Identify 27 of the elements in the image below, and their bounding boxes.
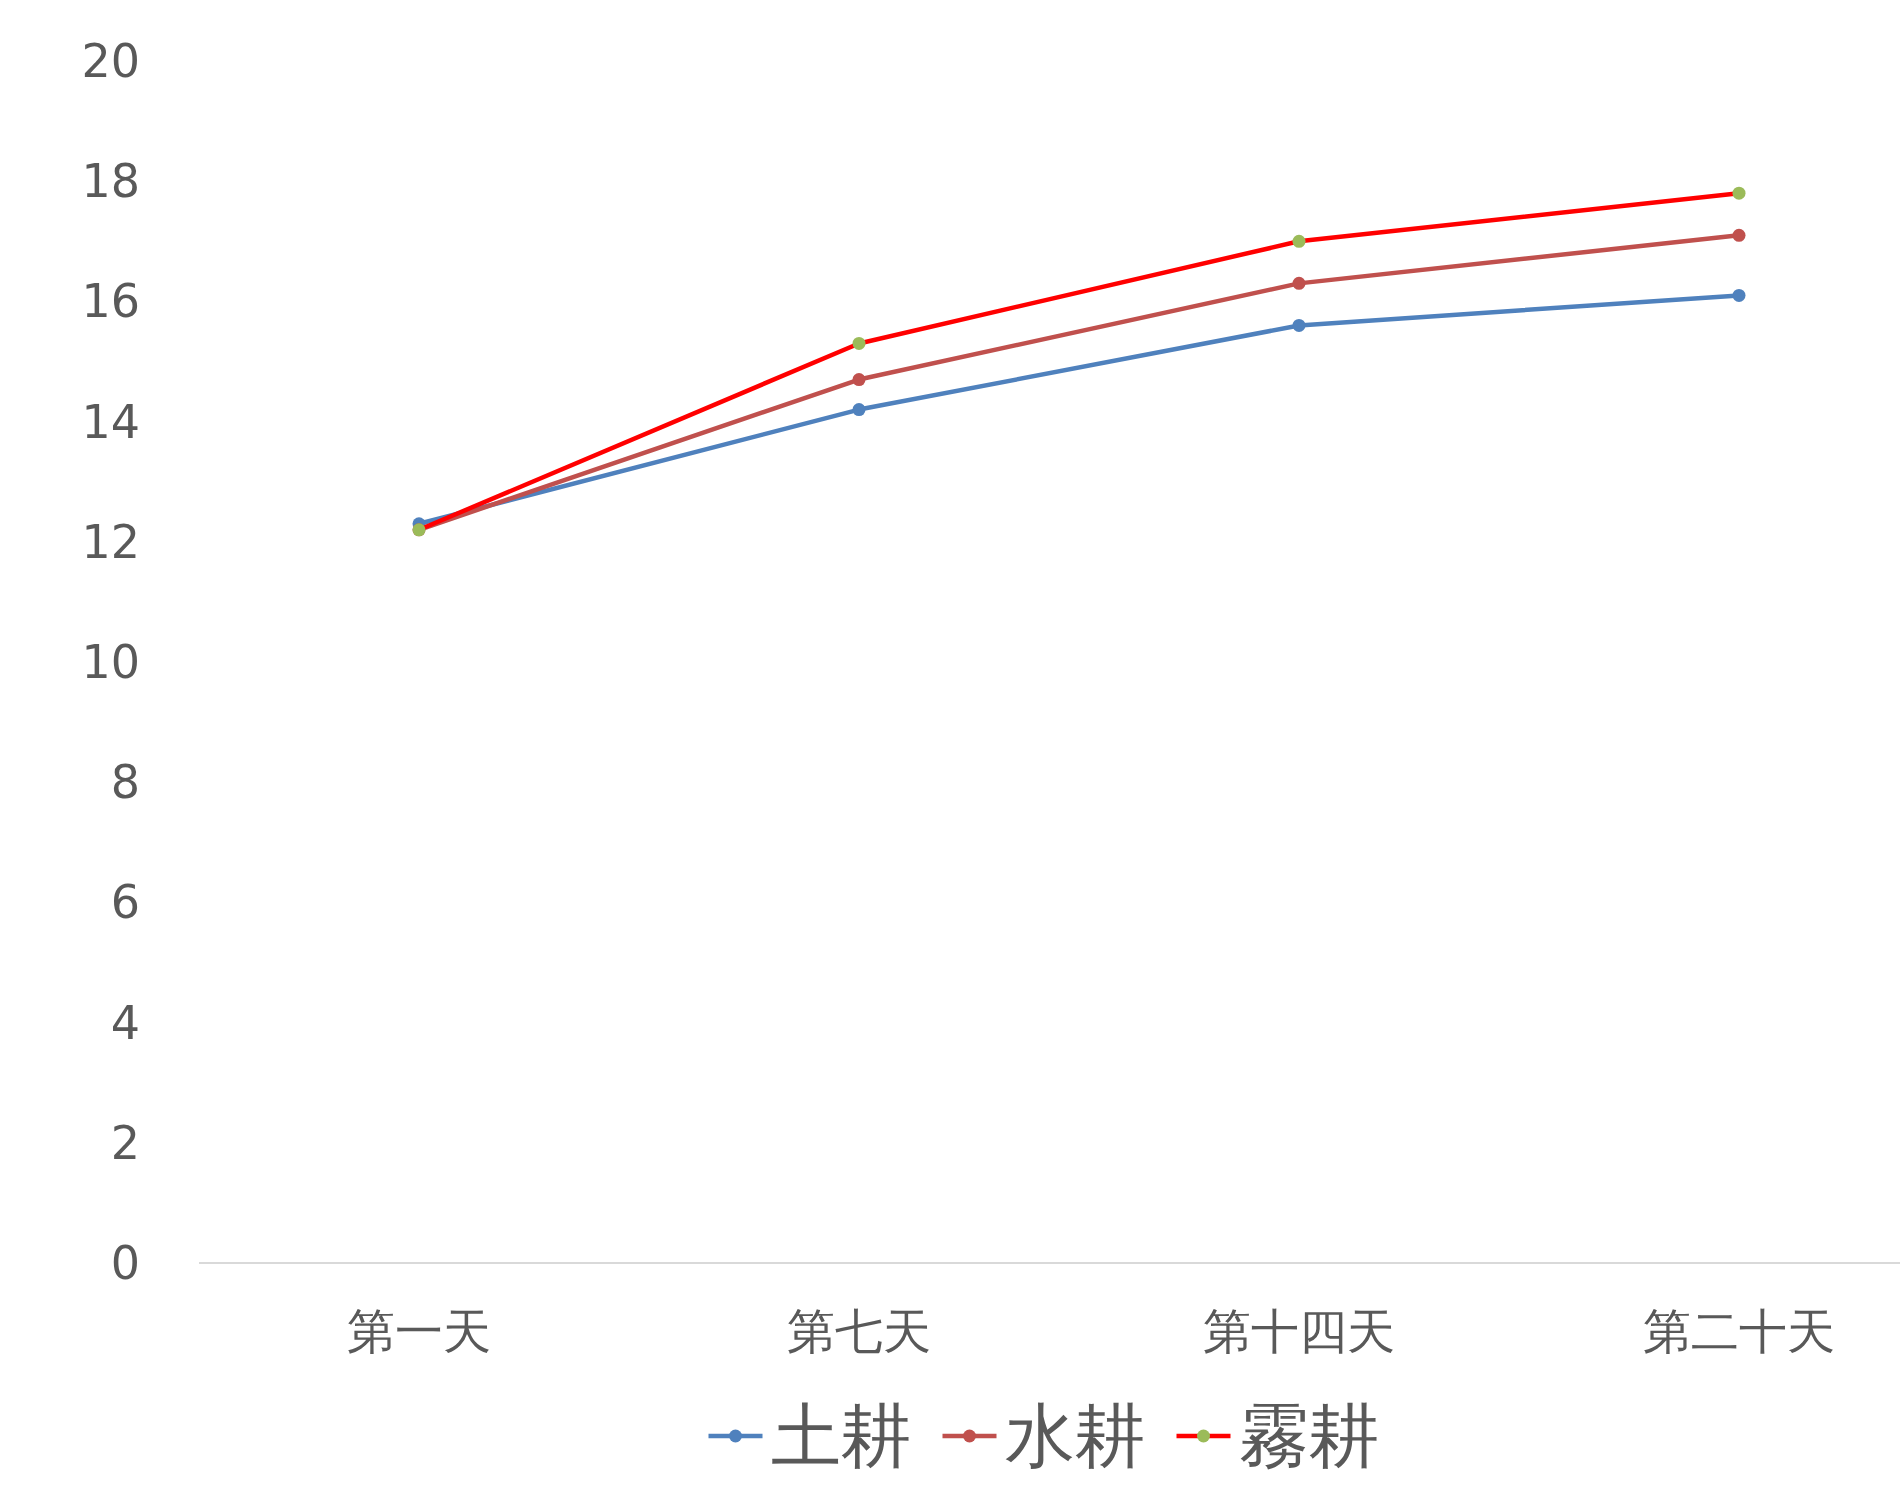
point (852, 336, 866, 350)
legend-label: 水耕 (1004, 1398, 1145, 1475)
x-tick-label: 第七天 (787, 1305, 931, 1358)
y-tick-label: 0 (110, 1236, 140, 1290)
point (1292, 276, 1306, 290)
point (1732, 288, 1746, 302)
y-tick-label: 12 (81, 514, 140, 569)
point (1292, 318, 1306, 332)
x-tick-label: 第一天 (347, 1305, 491, 1358)
point (1292, 234, 1306, 248)
y-tick-label: 8 (110, 755, 140, 810)
x-tick-label: 第十四天 (1203, 1305, 1395, 1358)
y-tick-label: 2 (110, 1115, 140, 1170)
point (852, 403, 866, 417)
y-tick-label: 6 (110, 875, 140, 930)
legend-label: 霧耕 (1238, 1398, 1379, 1475)
y-tick-label: 16 (81, 274, 140, 329)
point (852, 373, 866, 387)
y-tick-label: 14 (81, 394, 140, 449)
y-tick-label: 20 (81, 34, 140, 88)
x-tick-label: 第二十天 (1643, 1305, 1835, 1358)
y-tick-label: 18 (81, 154, 140, 209)
legend-label: 土耕 (770, 1398, 911, 1475)
y-tick-label: 4 (110, 995, 140, 1050)
y-tick-label: 10 (81, 635, 140, 689)
point (1732, 186, 1746, 200)
point (1732, 228, 1746, 242)
